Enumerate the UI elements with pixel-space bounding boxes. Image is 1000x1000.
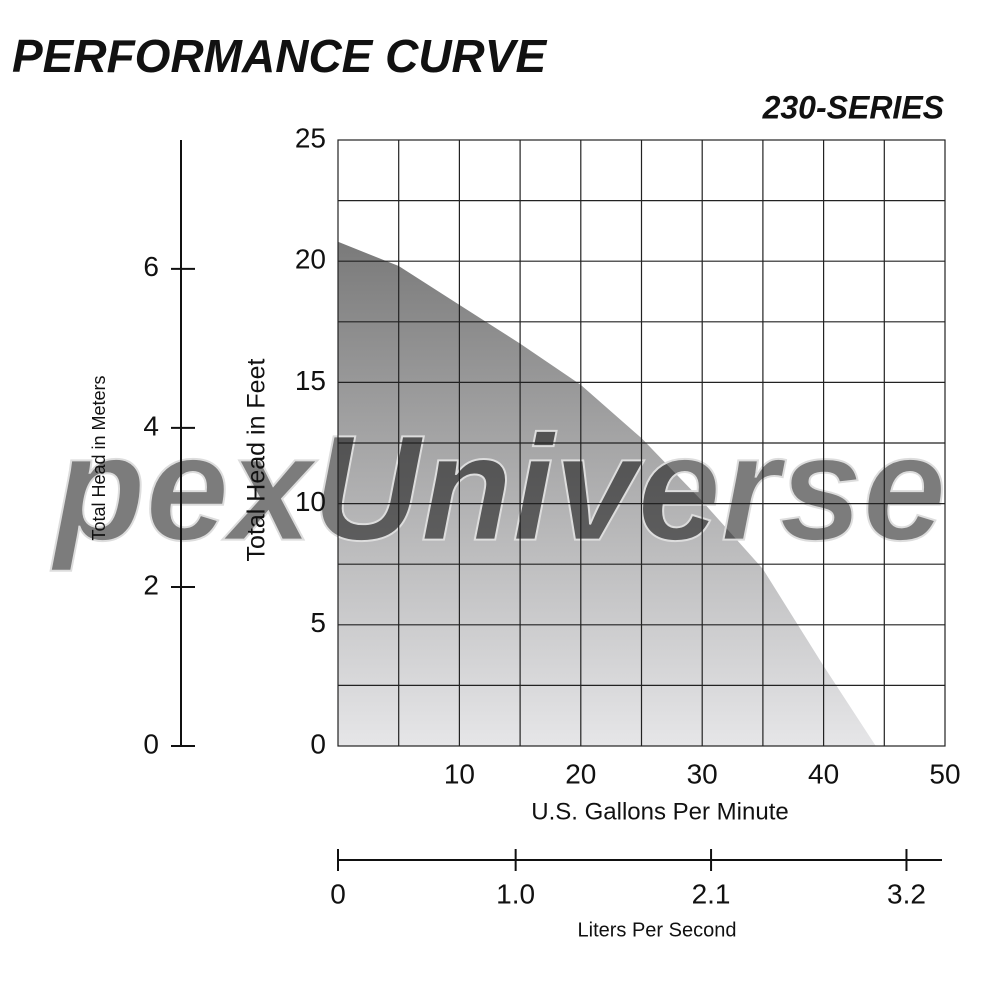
y2-tick-label: 2 <box>143 569 159 600</box>
x-tick-label: 10 <box>444 758 475 789</box>
area <box>338 241 876 747</box>
x2-axis-label: Liters Per Second <box>578 919 737 941</box>
x-tick-label: 30 <box>687 758 718 789</box>
x2-tick-label: 1.0 <box>496 878 535 909</box>
y-tick-label: 0 <box>310 728 326 759</box>
watermark: pexUniverse <box>50 404 946 572</box>
y-tick-label: 5 <box>310 607 326 638</box>
x-tick-label: 40 <box>808 758 839 789</box>
y2-tick-label: 6 <box>143 251 159 282</box>
y2-tick-label: 0 <box>143 728 159 759</box>
y2-tick-label: 4 <box>143 410 159 441</box>
x2-tick-label: 0 <box>330 878 346 909</box>
x2-tick-label: 3.2 <box>887 878 926 909</box>
y-tick-label: 10 <box>295 486 326 517</box>
y-axis-label: Total Head in Feet <box>243 359 271 562</box>
chart-title: PERFORMANCE CURVE <box>12 30 547 82</box>
y-tick-label: 20 <box>295 244 326 275</box>
x-axis-label: U.S. Gallons Per Minute <box>531 798 788 825</box>
x-tick-label: 50 <box>929 758 960 789</box>
y-tick-label: 25 <box>295 122 326 153</box>
x-tick-label: 20 <box>565 758 596 789</box>
chart-subtitle: 230-SERIES <box>762 89 945 125</box>
x2-tick-label: 2.1 <box>692 878 731 909</box>
y-tick-label: 15 <box>295 365 326 396</box>
y2-axis-label: Total Head in Meters <box>89 375 109 540</box>
plot-frame <box>337 139 946 747</box>
